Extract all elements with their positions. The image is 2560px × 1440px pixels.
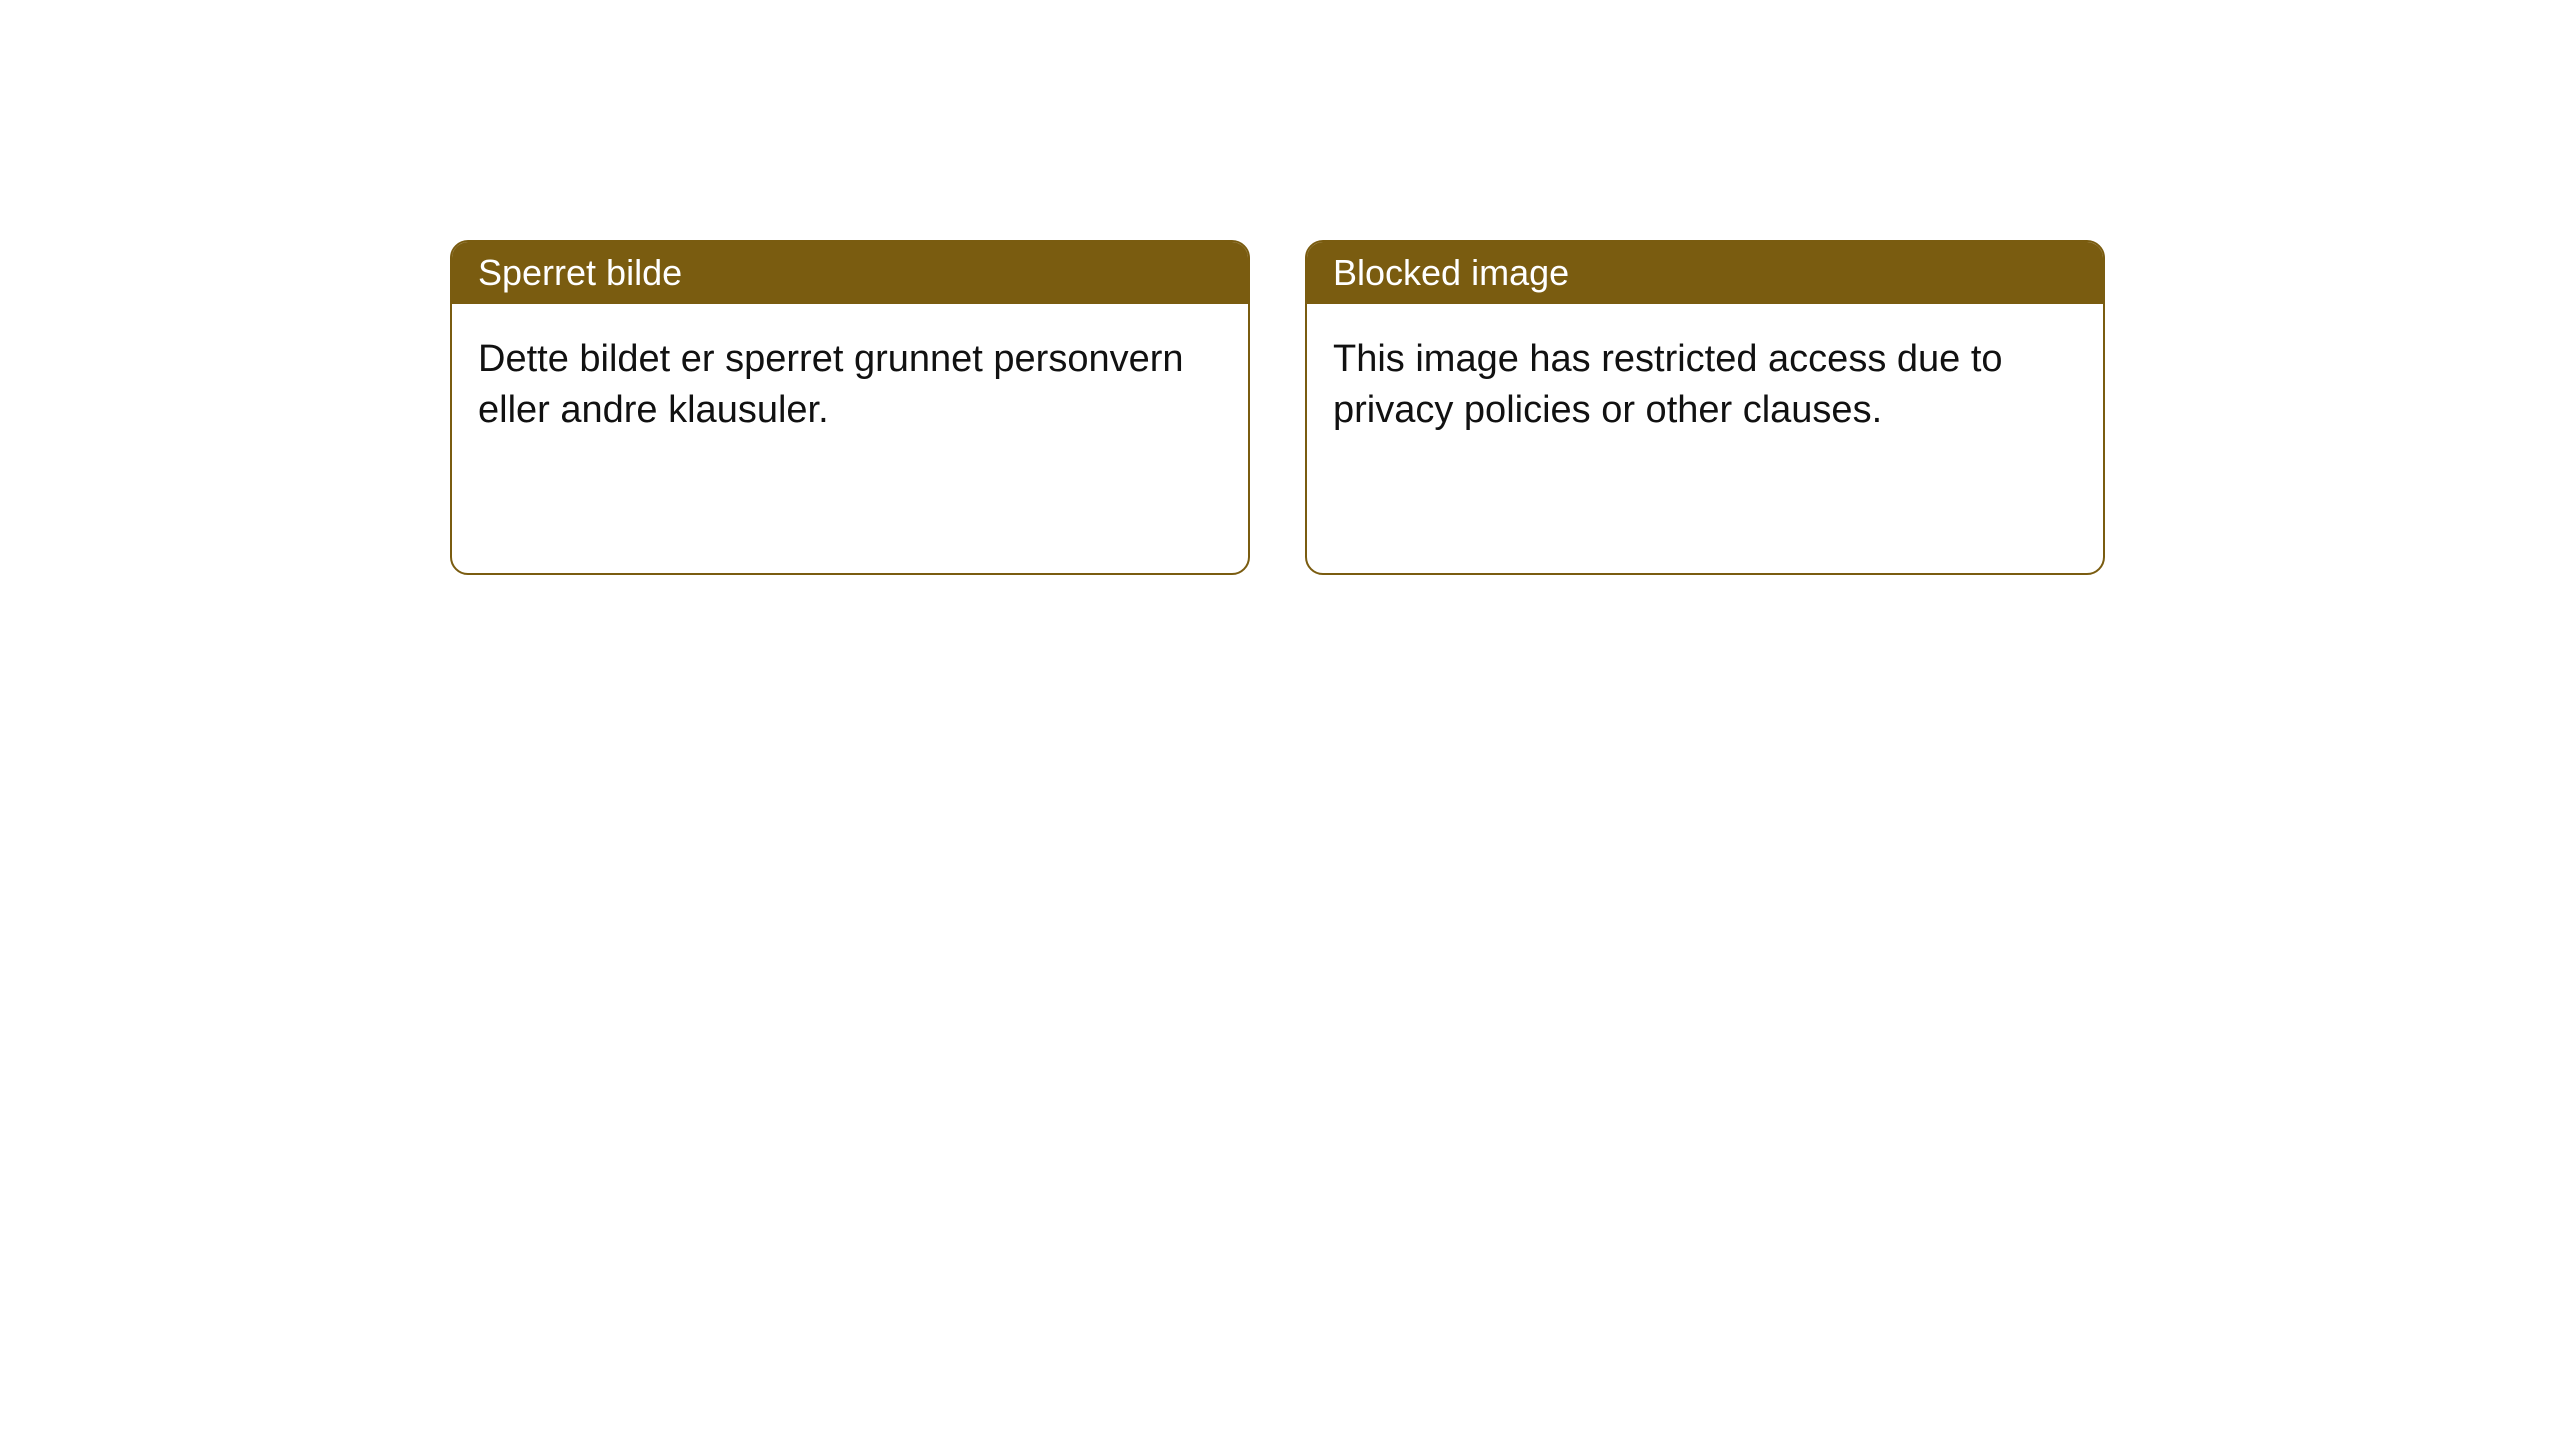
notice-header-english: Blocked image [1307,242,2103,304]
notice-body-english: This image has restricted access due to … [1307,304,2103,467]
notice-header-norwegian: Sperret bilde [452,242,1248,304]
notice-box-english: Blocked image This image has restricted … [1305,240,2105,575]
notice-container: Sperret bilde Dette bildet er sperret gr… [0,0,2560,575]
notice-body-norwegian: Dette bildet er sperret grunnet personve… [452,304,1248,467]
notice-box-norwegian: Sperret bilde Dette bildet er sperret gr… [450,240,1250,575]
